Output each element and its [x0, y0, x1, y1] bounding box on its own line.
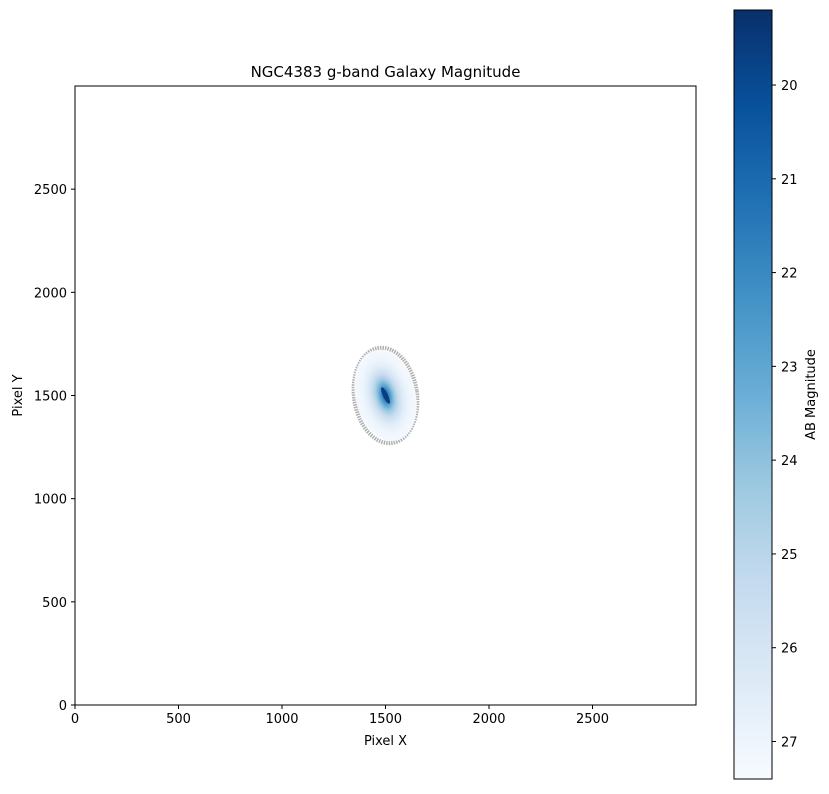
colorbar-label: AB Magnitude — [804, 349, 819, 440]
chart-title: NGC4383 g-band Galaxy Magnitude — [251, 63, 521, 81]
galaxy-image — [351, 345, 420, 446]
y-axis-ticks: 0 500 1000 1500 2000 2500 — [34, 183, 75, 714]
x-axis-ticks: 0 500 1000 1500 2000 2500 — [71, 705, 609, 727]
galaxy-outline — [351, 345, 420, 446]
x-tick-label: 1500 — [369, 712, 402, 727]
colorbar-tick-label: 23 — [781, 360, 798, 375]
colorbar-tick-label: 20 — [781, 79, 798, 94]
y-tick-label: 2000 — [34, 286, 67, 301]
y-tick-label: 2500 — [34, 183, 67, 198]
colorbar-ticks: 20 21 22 23 24 25 26 27 — [772, 79, 798, 750]
x-tick-label: 2000 — [472, 712, 505, 727]
galaxy-core — [381, 387, 390, 404]
colorbar — [733, 9, 773, 780]
x-axis-label: Pixel X — [364, 734, 407, 749]
x-tick-label: 500 — [166, 712, 191, 727]
x-tick-label: 0 — [71, 712, 79, 727]
x-tick-label: 1000 — [265, 712, 298, 727]
y-tick-label: 500 — [42, 596, 67, 611]
colorbar-tick-label: 26 — [781, 642, 798, 657]
x-tick-label: 2500 — [576, 712, 609, 727]
colorbar-tick-label: 27 — [781, 735, 798, 750]
y-tick-label: 0 — [59, 699, 67, 714]
colorbar-tick-label: 22 — [781, 267, 798, 282]
y-axis-label: Pixel Y — [11, 374, 26, 416]
colorbar-tick-label: 25 — [781, 548, 798, 563]
y-tick-label: 1500 — [34, 390, 67, 405]
colorbar-tick-label: 24 — [781, 454, 798, 469]
galaxy-edge — [351, 345, 420, 446]
y-tick-label: 1000 — [34, 493, 67, 508]
colorbar-tick-label: 21 — [781, 173, 798, 188]
